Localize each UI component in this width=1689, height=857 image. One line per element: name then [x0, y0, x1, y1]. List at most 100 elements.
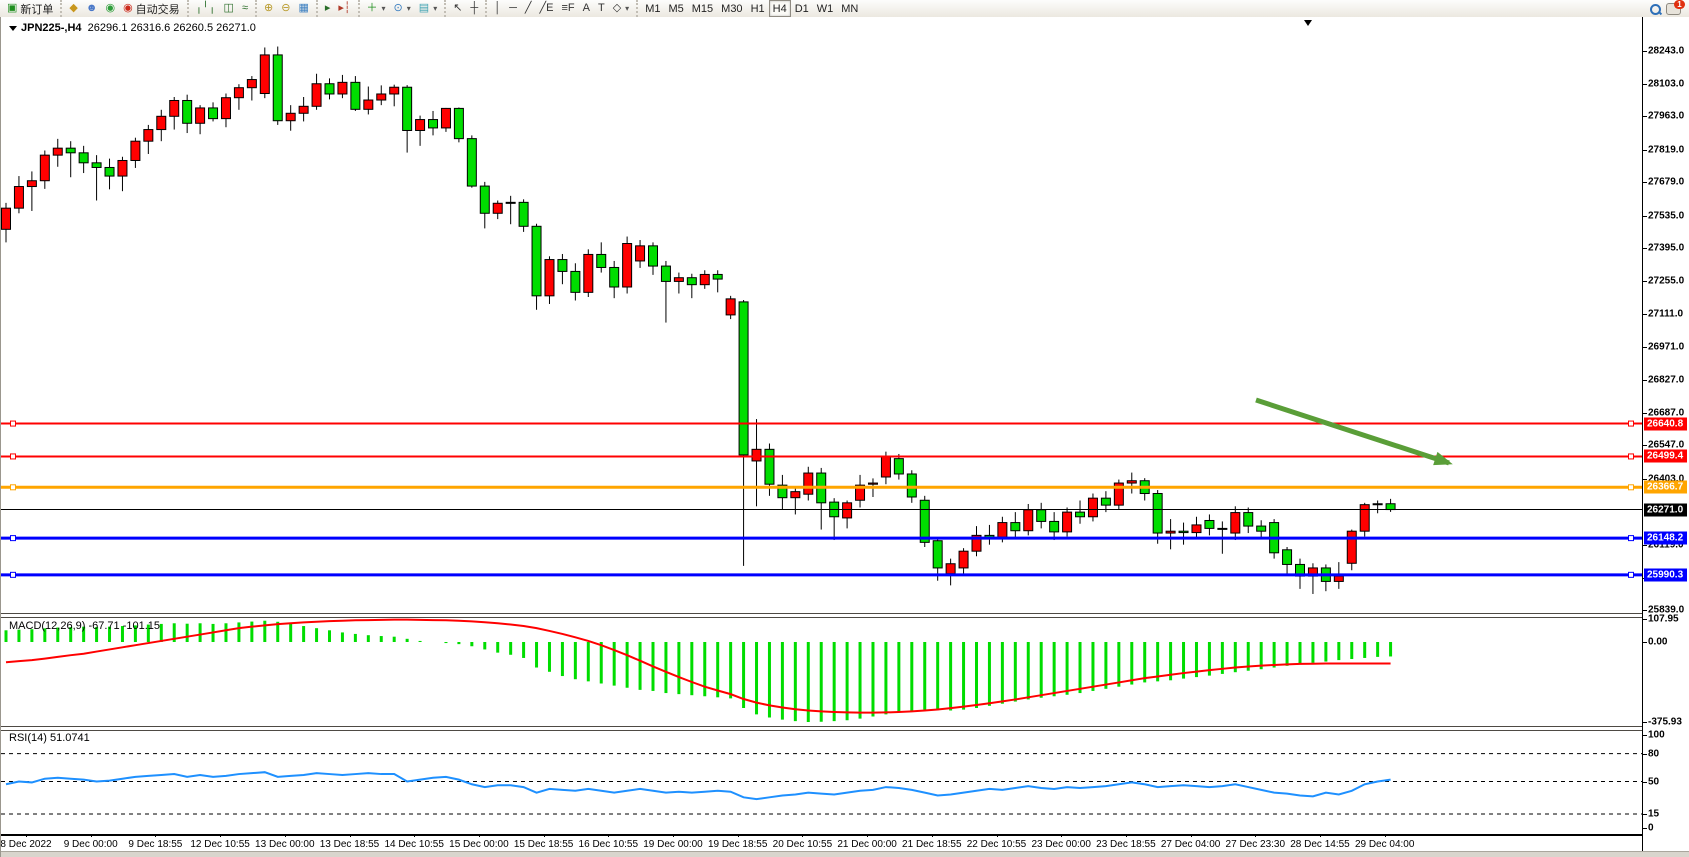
zoom-out-button[interactable]: ⊖ [277, 0, 294, 17]
y-axis-label: 26403.0 [1648, 473, 1685, 485]
macd-pane[interactable] [1, 617, 1642, 726]
timeframe-w1[interactable]: W1 [813, 0, 838, 17]
date-axis-label: 27 Dec 04:00 [1160, 839, 1221, 850]
rsi-axis-label: 100 [1648, 729, 1665, 741]
cursor-button[interactable]: ↖ [449, 0, 466, 17]
y-axis-label: 28243.0 [1648, 45, 1685, 57]
trendline-button[interactable]: ╱ [521, 0, 536, 17]
bar-chart-icon: ╷╵╷ [195, 2, 216, 14]
y-axis-label: 26687.0 [1648, 407, 1685, 419]
algo-trading-button[interactable]: ◉ 自动交易 [119, 0, 184, 17]
y-axis-label: 27535.0 [1648, 210, 1685, 222]
launcher-icon-icon: ◆ [69, 2, 78, 14]
y-axis-tick [1642, 412, 1647, 414]
y-axis-tick [1642, 478, 1647, 480]
date-axis-tick [1190, 834, 1192, 837]
y-axis-tick [1642, 280, 1647, 282]
cursor-icon: ↖ [453, 2, 463, 14]
y-axis-tick [1642, 544, 1647, 546]
date-axis-tick [26, 834, 27, 837]
periods-button[interactable]: ⊙ ▾ [390, 0, 415, 17]
fibonacci-icon: ≡F [561, 2, 575, 14]
launcher-icon[interactable]: ◆ [65, 0, 81, 17]
rsi-axis-label: 80 [1648, 748, 1660, 760]
date-axis-tick [608, 834, 610, 837]
community-icon[interactable]: ☻ [82, 0, 102, 17]
toolbar-group-4: ▸ ▸┆ [315, 0, 358, 17]
price-level-badge: 26271.0 [1644, 503, 1688, 517]
line-chart-button[interactable]: ≈ [238, 0, 252, 17]
chart-shift-button[interactable]: ▸┆ [334, 0, 354, 17]
rsi-axis-tick [1642, 735, 1647, 736]
horizontal-line-button[interactable]: ─ [505, 0, 521, 17]
date-axis-tick [155, 834, 157, 837]
date-axis[interactable]: 8 Dec 2022 9 Dec 00:00 9 Dec 18:55 12 Dec 1… [0, 834, 1642, 853]
price-level-badge: 25990.3 [1644, 568, 1688, 582]
fibonacci-button[interactable]: ≡F [557, 0, 578, 17]
templates-button[interactable]: ▤ ▾ [415, 0, 441, 17]
timeframe-h1[interactable]: H1 [747, 0, 769, 17]
notifications-icon[interactable]: 1 [1666, 0, 1685, 15]
symbol-title: JPN225-,H4 [21, 22, 82, 34]
toolbar-group-3: ⊕ ⊖ ▦ [255, 0, 316, 17]
zoom-in-button[interactable]: ⊕ [260, 0, 277, 17]
tile-windows-button[interactable]: ▦ [294, 0, 312, 17]
equidistant-channel-icon: ╱E [539, 2, 554, 14]
timeframe-m30-label: M30 [721, 2, 743, 15]
chart-window[interactable]: JPN225-,H4 26296.1 26316.6 26260.5 26271… [0, 17, 1689, 857]
bar-chart-button[interactable]: ╷╵╷ [192, 0, 220, 17]
y-axis-label: 25839.0 [1648, 604, 1685, 616]
text-label-button[interactable]: T [594, 0, 609, 17]
macd-axis-tick [1642, 642, 1647, 643]
date-axis-label: 19 Dec 18:55 [707, 839, 768, 850]
vertical-line-button[interactable]: │ [490, 0, 505, 17]
y-axis-label: 27819.0 [1648, 144, 1685, 156]
arrows-button[interactable]: ◇ ▾ [609, 0, 633, 17]
chevron-down-icon: ▾ [433, 4, 438, 13]
y-axis-tick [1642, 380, 1647, 382]
timeframe-m15[interactable]: M15 [688, 0, 717, 17]
chart-shift-icon: ▸┆ [338, 2, 351, 14]
date-axis-label: 27 Dec 23:30 [1225, 839, 1286, 850]
rsi-pane-separator[interactable] [1, 726, 1642, 731]
rsi-axis-tick [1642, 814, 1647, 816]
rsi-axis-tick [1642, 828, 1647, 829]
indicators-button[interactable]: ＋ ▾ [363, 0, 390, 17]
chart-title[interactable]: JPN225-,H4 26296.1 26316.6 26260.5 26271… [9, 22, 256, 34]
text-button[interactable]: A [579, 0, 594, 17]
timeframe-m5[interactable]: M5 [664, 0, 687, 17]
new-order-button[interactable]: ▣ 新订单 [3, 0, 57, 17]
timeframe-mn[interactable]: MN [837, 0, 862, 17]
macd-axis-tick [1642, 721, 1647, 723]
timeframe-d1-label: D1 [794, 2, 809, 15]
search-icon[interactable] [1650, 3, 1663, 15]
rsi-pane[interactable] [1, 729, 1642, 833]
crosshair-button[interactable]: ┼ [466, 0, 482, 17]
macd-pane-separator[interactable] [1, 613, 1642, 618]
toolbar-group-7: │ ─ ╱ ╱E ≡F A T ◇ ▾ [485, 0, 636, 17]
y-axis-label: 27255.0 [1648, 275, 1685, 287]
date-axis-label: 16 Dec 10:55 [578, 839, 639, 850]
auto-scroll-button[interactable]: ▸ [321, 0, 335, 17]
date-axis-tick [220, 834, 222, 837]
date-axis-label: 12 Dec 10:55 [190, 839, 250, 850]
macd-axis-label: 107.95 [1648, 613, 1679, 625]
timeframe-m1[interactable]: M1 [641, 0, 664, 17]
equidistant-channel-button[interactable]: ╱E [536, 0, 558, 17]
candlestick-chart-button[interactable]: ◫ [220, 0, 238, 17]
timeframe-d1[interactable]: D1 [791, 0, 813, 17]
community-icon-icon: ☻ [85, 2, 98, 14]
y-axis-label: 27395.0 [1648, 242, 1685, 254]
candlestick-chart-icon: ◫ [223, 2, 234, 14]
timeframe-h4[interactable]: H4 [768, 0, 791, 17]
signals-icon[interactable]: ◉ [101, 0, 119, 17]
y-axis-tick [1642, 50, 1647, 52]
date-axis-tick [1061, 834, 1063, 837]
date-axis-label: 15 Dec 18:55 [513, 839, 574, 850]
toolbar-group-1: ◆ ☻ ◉ ◉ 自动交易 [60, 0, 186, 17]
timeframe-m30[interactable]: M30 [717, 0, 746, 17]
main-price-pane[interactable] [1, 17, 1642, 613]
macd-axis-label: -375.93 [1648, 716, 1682, 728]
chart-dropdown-icon[interactable] [9, 26, 17, 31]
